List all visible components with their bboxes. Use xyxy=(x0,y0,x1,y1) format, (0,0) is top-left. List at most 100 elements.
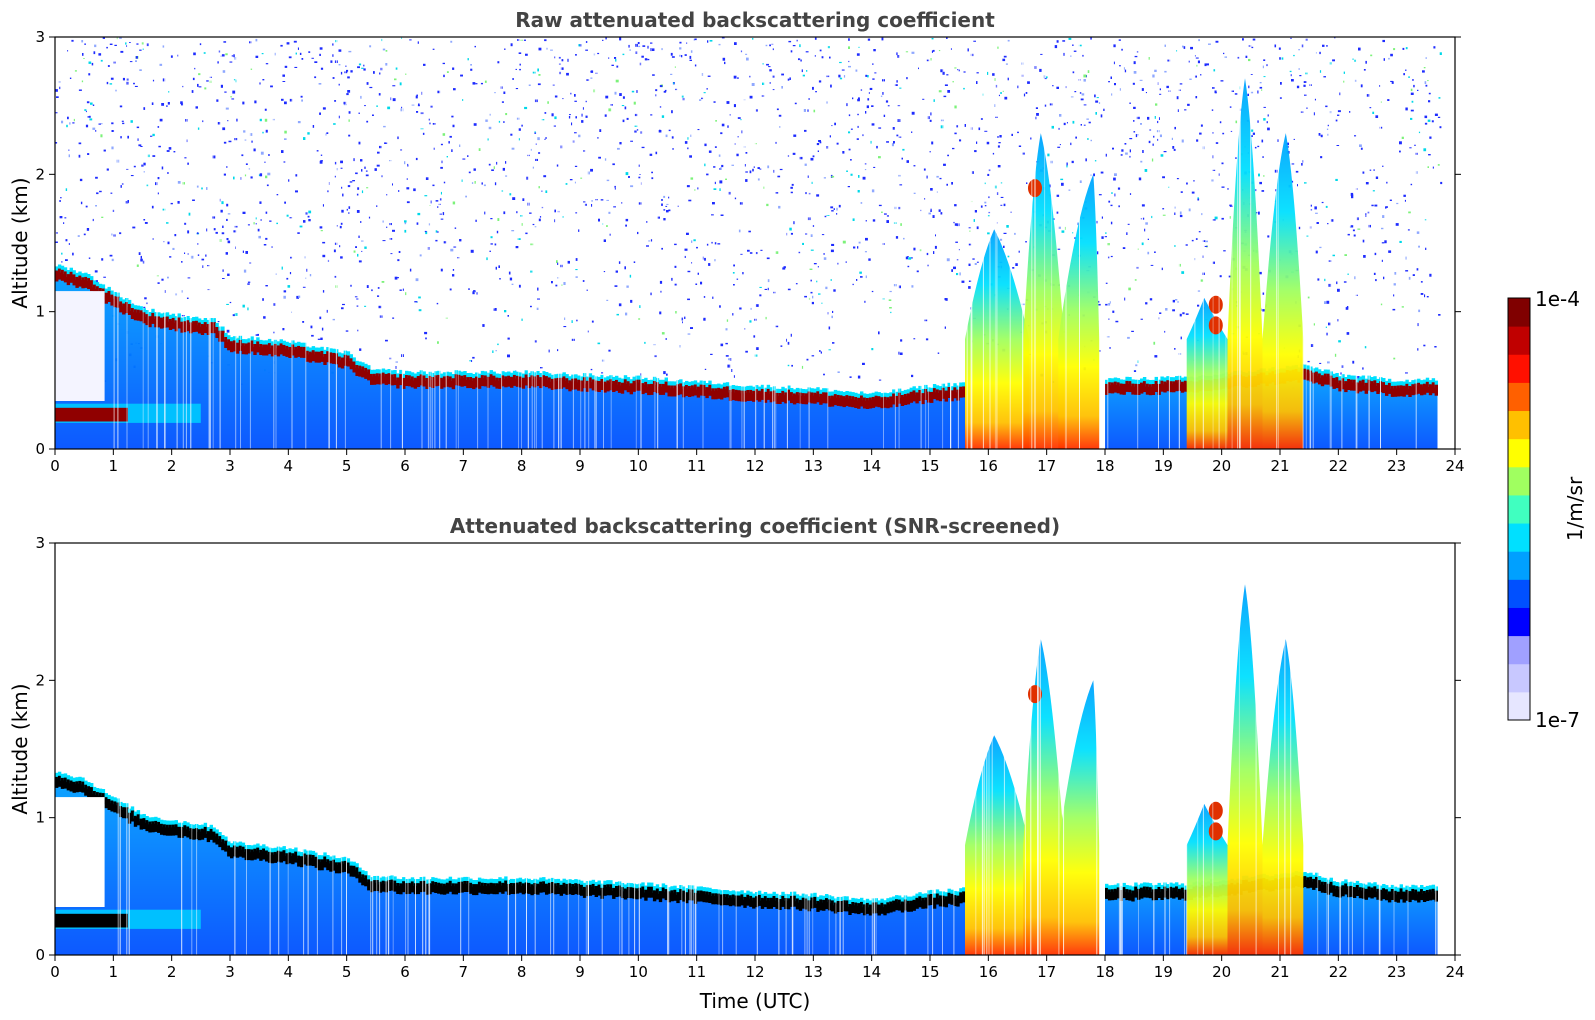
layer-core xyxy=(702,891,706,903)
noise-speck xyxy=(115,89,117,92)
noise-speck xyxy=(1056,194,1060,197)
layer-core xyxy=(521,883,526,895)
noise-speck xyxy=(1322,44,1325,47)
noise-speck xyxy=(933,99,935,102)
layer-core xyxy=(743,390,747,402)
layer-edge xyxy=(1113,884,1118,892)
layer-edge xyxy=(492,371,496,379)
dropout-streak xyxy=(1330,37,1332,449)
noise-speck xyxy=(628,44,630,48)
noise-speck xyxy=(146,43,149,47)
dropout-streak xyxy=(1277,37,1279,449)
layer-core xyxy=(498,881,502,893)
layer-core xyxy=(518,376,523,388)
layer-core xyxy=(597,884,601,896)
dropout-streak xyxy=(560,37,562,449)
noise-speck xyxy=(615,270,618,273)
noise-speck xyxy=(1079,92,1082,94)
noise-speck xyxy=(1199,132,1202,135)
layer-core xyxy=(107,799,111,810)
noise-speck xyxy=(385,63,388,66)
noise-speck xyxy=(341,186,343,189)
noise-speck xyxy=(1343,80,1345,83)
noise-speck xyxy=(830,249,834,253)
noise-speck xyxy=(1182,312,1185,315)
layer-core xyxy=(545,883,549,895)
layer-core xyxy=(472,378,476,390)
dropout-streak xyxy=(676,37,678,449)
layer-core xyxy=(1154,381,1158,392)
noise-speck xyxy=(347,90,351,93)
layer-core xyxy=(755,389,759,401)
layer-core xyxy=(139,310,143,322)
noise-speck xyxy=(452,67,455,70)
noise-speck xyxy=(473,168,476,171)
noise-speck xyxy=(1193,180,1195,182)
layer-core xyxy=(871,396,876,408)
noise-speck xyxy=(286,42,290,45)
noise-speck xyxy=(289,217,293,219)
layer-core xyxy=(343,354,348,366)
noise-speck xyxy=(363,68,366,71)
noise-speck xyxy=(956,125,959,128)
noise-speck xyxy=(333,249,336,253)
noise-speck xyxy=(848,131,851,134)
noise-speck xyxy=(417,104,420,107)
layer-core xyxy=(623,888,628,900)
noise-speck xyxy=(1075,136,1077,139)
noise-speck xyxy=(1134,279,1137,281)
noise-speck xyxy=(1423,344,1426,347)
layer-edge xyxy=(480,878,485,886)
layer-edge xyxy=(57,771,62,779)
y-tick-label: 3 xyxy=(35,28,45,46)
layer-core xyxy=(1355,885,1360,896)
noise-speck xyxy=(1047,153,1050,157)
boundary-layer-top xyxy=(55,771,966,916)
noise-speck xyxy=(1134,55,1138,58)
noise-speck xyxy=(283,290,287,293)
layer-core xyxy=(801,393,806,405)
noise-speck xyxy=(64,217,67,219)
noise-speck xyxy=(845,261,847,263)
noise-speck xyxy=(251,140,253,143)
noise-speck xyxy=(84,43,86,45)
noise-speck xyxy=(862,362,865,365)
noise-speck xyxy=(263,244,267,246)
layer-edge xyxy=(906,389,911,397)
layer-edge xyxy=(725,890,730,897)
noise-speck xyxy=(55,89,58,92)
noise-speck xyxy=(543,175,547,178)
noise-speck xyxy=(732,272,735,274)
noise-speck xyxy=(775,141,777,144)
noise-speck xyxy=(869,87,873,90)
noise-speck xyxy=(511,147,515,150)
dropout-streak xyxy=(601,543,603,955)
layer-edge xyxy=(475,372,479,380)
noise-speck xyxy=(1172,146,1175,149)
noise-speck xyxy=(1414,144,1416,146)
layer-edge xyxy=(235,842,240,850)
dropout-streak xyxy=(185,37,187,449)
layer-edge xyxy=(787,894,791,902)
noise-speck xyxy=(247,283,250,285)
layer-edge xyxy=(1320,877,1325,885)
noise-speck xyxy=(787,288,791,291)
noise-speck xyxy=(803,109,806,112)
noise-speck xyxy=(585,49,588,51)
layer-core xyxy=(693,384,698,396)
noise-speck xyxy=(392,183,393,186)
layer-edge xyxy=(448,372,453,380)
layer-edge xyxy=(337,352,342,360)
layer-edge xyxy=(323,852,327,860)
panel-raw: Raw attenuated backscattering coefficien… xyxy=(8,8,1465,475)
noise-speck xyxy=(101,216,104,218)
noise-speck xyxy=(1362,239,1365,243)
layer-core xyxy=(562,376,566,388)
dropout-streak xyxy=(550,543,552,955)
noise-speck xyxy=(1129,193,1132,195)
noise-speck xyxy=(1261,139,1264,143)
noise-speck xyxy=(860,276,863,278)
dropout-streak xyxy=(1194,37,1196,449)
panel-screened-x-axis: 0 1 2 3 4 5 6 7 8 9 10 11 12 13 14 15 16 17 18 19 20 21 22 23 24 xyxy=(50,955,1465,981)
noise-speck xyxy=(659,311,662,315)
